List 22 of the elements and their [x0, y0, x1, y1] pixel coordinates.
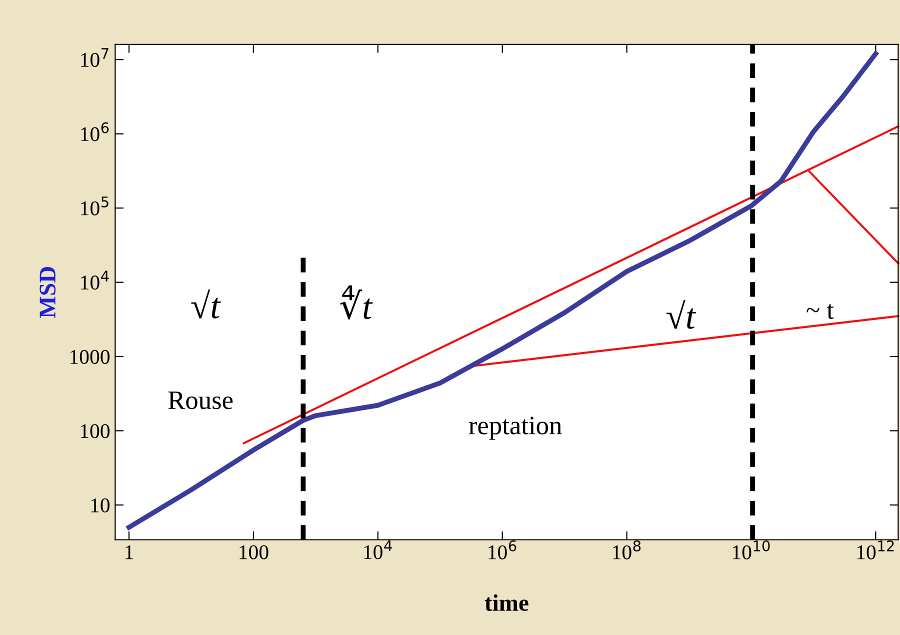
y-tick-label: 10 — [91, 498, 110, 512]
annotation: reptation — [468, 416, 562, 440]
x-tick-label: 10$^{10}$ — [732, 540, 770, 560]
annotation: √t — [666, 300, 696, 329]
annotation: Rouse — [168, 392, 233, 410]
x-tick-label: 10$^{12}$ — [857, 540, 894, 560]
y-tick-label: 10$^{5}$ — [81, 196, 108, 216]
x-tick-label: 100 — [240, 545, 268, 560]
annotation: ∜t — [340, 285, 373, 320]
y-tick-label: 1000 — [70, 350, 110, 364]
y-tick-label: 100 — [80, 424, 110, 438]
y-axis-title: MSD — [40, 267, 56, 318]
x-axis-title: time — [484, 594, 528, 611]
y-tick-label: 10$^{7}$ — [81, 48, 108, 67]
y-tick-label: 10$^{6}$ — [81, 122, 109, 142]
annotation: ~ t — [806, 304, 834, 320]
x-tick-label: 1 — [126, 545, 133, 560]
y-tick-label: 10$^{4}$ — [81, 270, 109, 290]
x-tick-label: 10$^{4}$ — [364, 540, 392, 560]
x-tick-label: 10$^{8}$ — [613, 540, 641, 560]
annotation: √t — [191, 290, 221, 318]
x-tick-label: 10$^{6}$ — [488, 540, 516, 560]
